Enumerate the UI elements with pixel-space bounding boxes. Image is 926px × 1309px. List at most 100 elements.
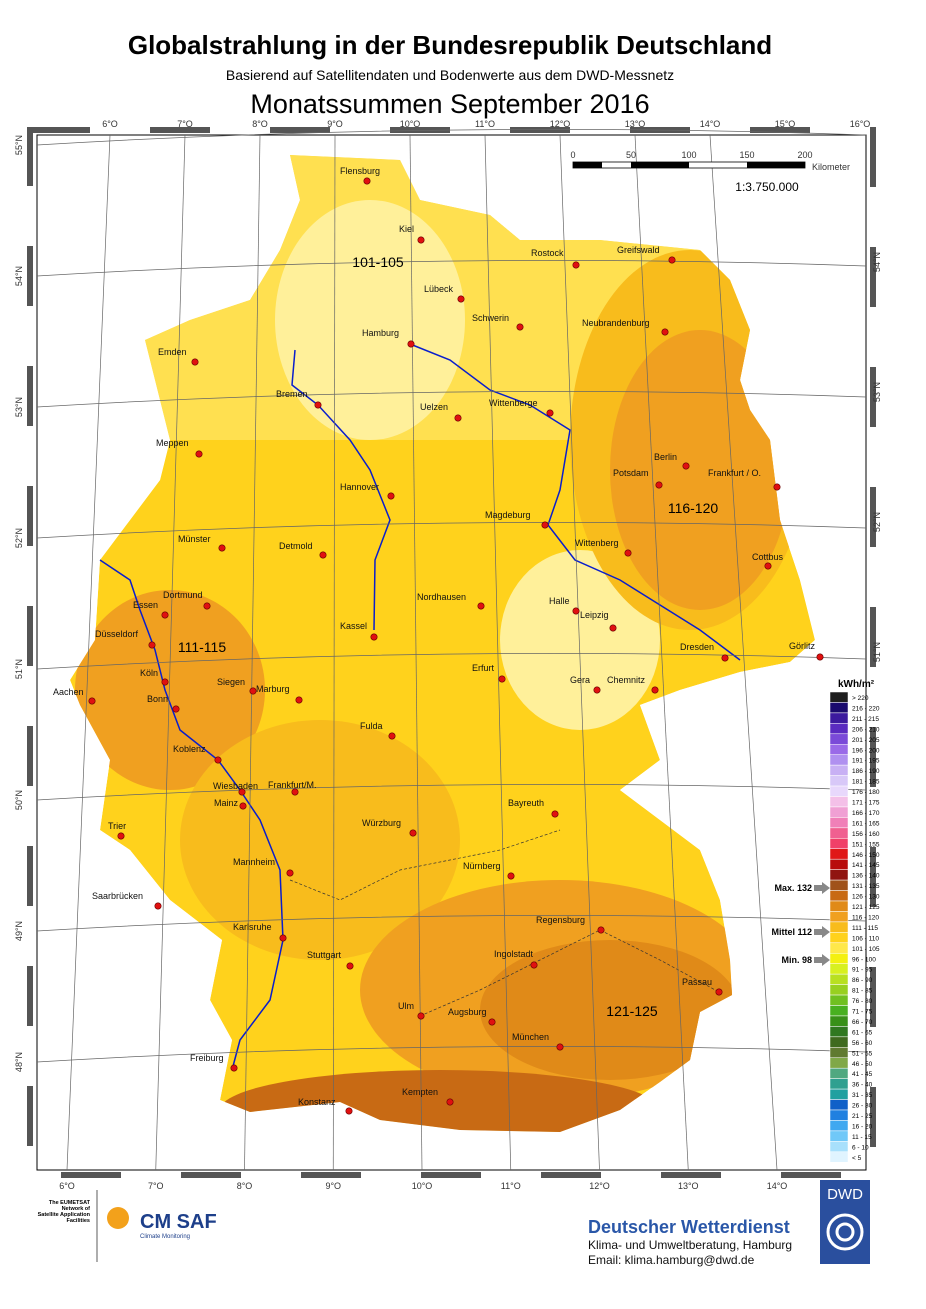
- legend-swatch: [829, 953, 849, 964]
- parallel: [36, 1046, 867, 1063]
- lon-bottom: 9°O: [325, 1181, 341, 1191]
- city-dot: [407, 340, 415, 348]
- meridian: [332, 134, 336, 1171]
- lat-left: 49°N: [14, 921, 24, 941]
- legend-swatch: [829, 1078, 849, 1090]
- city-dot: [417, 1012, 425, 1020]
- eumetsat-line: Facilities: [66, 1218, 90, 1224]
- city-dot: [387, 492, 395, 500]
- scale-tick: 150: [739, 150, 754, 160]
- lon-top: 12°O: [550, 119, 571, 129]
- city-label: Bayreuth: [508, 798, 544, 808]
- city-label: Düsseldorf: [95, 629, 139, 639]
- title: Globalstrahlung in der Bundesrepublik De…: [128, 30, 772, 60]
- legend-label: 51 - 55: [852, 1050, 873, 1057]
- lat-right: 51°N: [872, 642, 882, 662]
- legend-label: 106 - 110: [852, 935, 879, 942]
- city-dot: [651, 686, 659, 694]
- city-label: Frankfurt/M.: [268, 780, 317, 790]
- city-label: Detmold: [279, 541, 313, 551]
- legend-label: 196 - 200: [852, 747, 880, 754]
- graticule: [36, 129, 867, 1171]
- city-dot: [498, 675, 506, 683]
- legend-label: 161 - 165: [852, 820, 880, 827]
- lon-top: 15°O: [775, 119, 796, 129]
- city-label: Bonn: [147, 694, 168, 704]
- city-label: Flensburg: [340, 166, 380, 176]
- legend-swatch: [829, 900, 849, 912]
- legend-swatch: [829, 1057, 849, 1069]
- legend-swatch: [829, 775, 849, 787]
- legend-label: 146 - 150: [852, 852, 880, 859]
- city-label: Nordhausen: [417, 592, 466, 602]
- city-dot: [191, 358, 199, 366]
- legend-label: 86 - 90: [852, 977, 873, 984]
- city-dot: [551, 810, 559, 818]
- city-label: Trier: [108, 821, 126, 831]
- city-dot: [218, 544, 226, 552]
- city-dot: [230, 1064, 238, 1072]
- meridian: [559, 134, 600, 1171]
- city-label: Wittenberg: [575, 538, 619, 548]
- legend-label: 76 - 80: [852, 998, 873, 1005]
- city-label: Konstanz: [298, 1097, 336, 1107]
- meridian: [709, 134, 778, 1171]
- city-dot: [477, 602, 485, 610]
- legend-label: 11 - 15: [852, 1134, 872, 1141]
- scale-ratio: 1:3.750.000: [735, 180, 799, 194]
- legend-swatch: [829, 973, 849, 985]
- city-label: Essen: [133, 600, 158, 610]
- legend-swatch: [829, 1067, 849, 1079]
- legend-swatch: [829, 879, 849, 891]
- legend-swatch: [829, 963, 849, 975]
- legend-swatch: [829, 702, 849, 714]
- city-label: Lübeck: [424, 284, 454, 294]
- legend-swatch: [829, 785, 849, 797]
- legend-label: 166 - 170: [852, 810, 880, 817]
- city-dot: [593, 686, 601, 694]
- lat-left: 55°N: [14, 135, 24, 155]
- city-dot: [345, 1107, 353, 1115]
- scale-tick: 200: [797, 150, 812, 160]
- lon-bottom: 11°O: [501, 1181, 521, 1191]
- legend-label: 211 - 215: [852, 716, 879, 723]
- eumetsat-line: The EUMETSAT: [49, 1200, 91, 1206]
- city-label: München: [512, 1032, 549, 1042]
- legend-swatch: [829, 1120, 849, 1132]
- city-label: Passau: [682, 977, 712, 987]
- marker-arrow: [814, 926, 830, 938]
- lon-bottom: 12°O: [589, 1181, 610, 1191]
- legend-swatch: [829, 848, 849, 860]
- legend-label: 46 - 50: [852, 1061, 873, 1068]
- legend-swatch: [829, 754, 849, 766]
- lon-top: 7°O: [177, 119, 193, 129]
- lat-left: 48°N: [14, 1052, 24, 1072]
- meridian: [409, 134, 423, 1171]
- legend-swatch: [829, 932, 849, 944]
- major-rivers: [289, 829, 720, 1017]
- lon-top: 13°O: [625, 119, 646, 129]
- city-dot: [457, 295, 465, 303]
- legend-label: 111 - 115: [852, 925, 878, 932]
- city-dot: [195, 450, 203, 458]
- city-label: Kassel: [340, 621, 367, 631]
- city-dot: [295, 696, 303, 704]
- lon-bottom: 7°O: [148, 1181, 164, 1191]
- scale-tick: 100: [681, 150, 696, 160]
- city-dot: [507, 872, 515, 880]
- city-label: Rostock: [531, 248, 564, 258]
- city-label: Emden: [158, 347, 187, 357]
- legend-label: 81 - 85: [852, 988, 873, 995]
- lat-left: 54°N: [14, 266, 24, 286]
- city-label: Mannheim: [233, 857, 275, 867]
- legend-swatch: [829, 838, 849, 849]
- legend-label: 116 - 120: [852, 914, 879, 921]
- city-dot: [655, 481, 663, 489]
- city-dot: [214, 756, 222, 764]
- parallel: [36, 784, 867, 801]
- lat-left: 50°N: [14, 790, 24, 810]
- city-dot: [488, 1018, 496, 1026]
- legend-swatch: [829, 1109, 849, 1121]
- dwd-logo-text: DWD: [827, 1186, 863, 1203]
- city-dot: [541, 521, 549, 529]
